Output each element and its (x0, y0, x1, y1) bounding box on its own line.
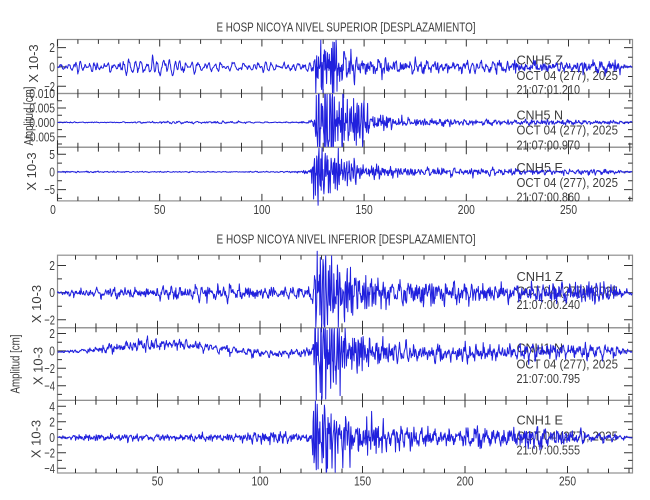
svg-text:2: 2 (49, 40, 55, 55)
svg-text:0.005: 0.005 (29, 101, 55, 116)
svg-text:4: 4 (49, 399, 55, 414)
svg-text:0.010: 0.010 (29, 86, 55, 101)
svg-text:0.000: 0.000 (29, 115, 55, 130)
svg-text:−4: −4 (44, 378, 55, 393)
svg-text:5: 5 (49, 147, 55, 162)
svg-text:0: 0 (49, 344, 55, 359)
svg-text:0: 0 (49, 285, 55, 300)
svg-text:21:07:00.555: 21:07:00.555 (517, 442, 581, 457)
svg-text:150: 150 (356, 202, 373, 217)
svg-text:50: 50 (152, 474, 163, 489)
svg-text:2: 2 (49, 326, 55, 341)
svg-text:OCT 04 (277), 2025: OCT 04 (277), 2025 (517, 357, 619, 372)
svg-text:CNH1 E: CNH1 E (517, 413, 564, 428)
svg-text:21:07:00.860: 21:07:00.860 (517, 190, 581, 205)
svg-text:21:07:00.240: 21:07:00.240 (517, 297, 581, 312)
svg-text:OCT 04 (277), 2025: OCT 04 (277), 2025 (517, 123, 619, 138)
svg-text:2: 2 (49, 414, 55, 429)
svg-text:Amplitud [cm]: Amplitud [cm] (8, 335, 23, 394)
svg-text:−4: −4 (44, 461, 55, 476)
svg-text:−2: −2 (44, 361, 55, 376)
svg-text:CNH5 N: CNH5 N (517, 108, 564, 123)
svg-text:0: 0 (50, 202, 56, 217)
svg-text:250: 250 (560, 202, 577, 217)
svg-text:−0.005: −0.005 (24, 129, 55, 144)
svg-text:2: 2 (49, 258, 55, 273)
svg-text:−2: −2 (44, 79, 55, 94)
svg-text:100: 100 (253, 202, 270, 217)
svg-text:150: 150 (354, 474, 371, 489)
svg-text:CNH1 Z: CNH1 Z (517, 269, 564, 284)
svg-text:E HOSP NICOYA NIVEL SUPERI: E HOSP NICOYA NIVEL SUPERIOR [DESPLAZAMI… (217, 20, 476, 35)
svg-text:X 10-3: X 10-3 (24, 152, 39, 190)
svg-text:Amplitud [cm]: Amplitud [cm] (21, 87, 36, 146)
svg-text:200: 200 (456, 474, 473, 489)
svg-text:0: 0 (49, 430, 55, 445)
svg-text:−2: −2 (44, 312, 55, 327)
svg-text:CNH5 Z: CNH5 Z (517, 52, 564, 67)
svg-text:X 10-3: X 10-3 (29, 420, 44, 458)
svg-text:21:07:00.795: 21:07:00.795 (517, 371, 581, 386)
svg-text:X 10-3: X 10-3 (29, 285, 44, 323)
svg-text:−5: −5 (44, 182, 55, 197)
svg-text:OCT 04 (277), 2025: OCT 04 (277), 2025 (517, 175, 619, 190)
svg-text:21:07:00.970: 21:07:00.970 (517, 137, 581, 152)
svg-text:E HOSP NICOYA NIVEL INFERI: E HOSP NICOYA NIVEL INFERIOR [DESPLAZAMI… (217, 232, 476, 247)
svg-text:−2: −2 (44, 445, 55, 460)
svg-text:100: 100 (251, 474, 268, 489)
svg-text:OCT 04 (277), 2025: OCT 04 (277), 2025 (517, 68, 619, 83)
svg-text:250: 250 (559, 474, 576, 489)
svg-text:X 10-3: X 10-3 (26, 44, 41, 82)
svg-text:50: 50 (154, 202, 165, 217)
svg-text:200: 200 (458, 202, 475, 217)
svg-text:0: 0 (49, 60, 55, 75)
svg-text:21:07:01.210: 21:07:01.210 (517, 82, 581, 97)
svg-text:X 10-3: X 10-3 (31, 347, 46, 385)
svg-text:0: 0 (49, 165, 55, 180)
